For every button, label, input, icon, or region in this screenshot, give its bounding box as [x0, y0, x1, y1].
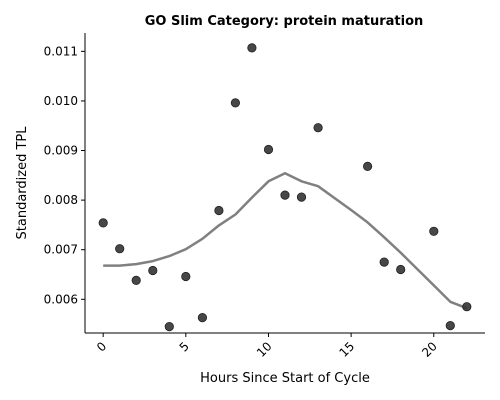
- data-point: [379, 257, 389, 267]
- data-point: [313, 123, 323, 133]
- x-axis-ticks: 0 5 10 15 20: [94, 333, 440, 360]
- data-point: [445, 320, 455, 331]
- data-point: [181, 271, 191, 282]
- data-point: [197, 312, 207, 323]
- x-tick-label: 0: [94, 339, 109, 354]
- data-point: [296, 192, 307, 202]
- points-layer: [98, 43, 472, 332]
- data-point: [280, 190, 290, 200]
- x-tick-label: 5: [177, 339, 192, 354]
- data-point: [362, 161, 373, 171]
- data-point: [263, 144, 274, 155]
- data-point: [396, 264, 406, 275]
- trend-layer: [103, 172, 468, 310]
- data-point: [462, 302, 472, 312]
- y-tick-label: 0.011: [44, 44, 78, 58]
- data-point: [247, 43, 257, 53]
- data-point: [131, 275, 141, 285]
- trend-line: [103, 172, 468, 310]
- x-tick-label: 15: [337, 339, 358, 360]
- y-tick-label: 0.006: [44, 292, 78, 306]
- x-axis-label: Hours Since Start of Cycle: [200, 371, 370, 386]
- x-tick-label: 10: [254, 339, 275, 360]
- y-tick-label: 0.008: [44, 193, 78, 207]
- y-axis-ticks: 0.006 0.007 0.008 0.009 0.010 0.011: [44, 44, 85, 306]
- data-point: [429, 226, 439, 236]
- x-tick-label: 20: [419, 339, 440, 360]
- y-tick-label: 0.007: [44, 243, 78, 257]
- y-tick-label: 0.010: [44, 94, 78, 108]
- y-axis-label: Standardized TPL: [15, 126, 30, 240]
- data-point: [164, 321, 174, 332]
- y-tick-label: 0.009: [44, 144, 78, 158]
- data-point: [214, 205, 224, 216]
- chart-title: GO Slim Category: protein maturation: [145, 14, 424, 29]
- data-point: [98, 218, 108, 228]
- data-point: [115, 244, 125, 254]
- data-point: [230, 98, 240, 108]
- data-point: [148, 265, 158, 276]
- plot-area: [98, 43, 472, 332]
